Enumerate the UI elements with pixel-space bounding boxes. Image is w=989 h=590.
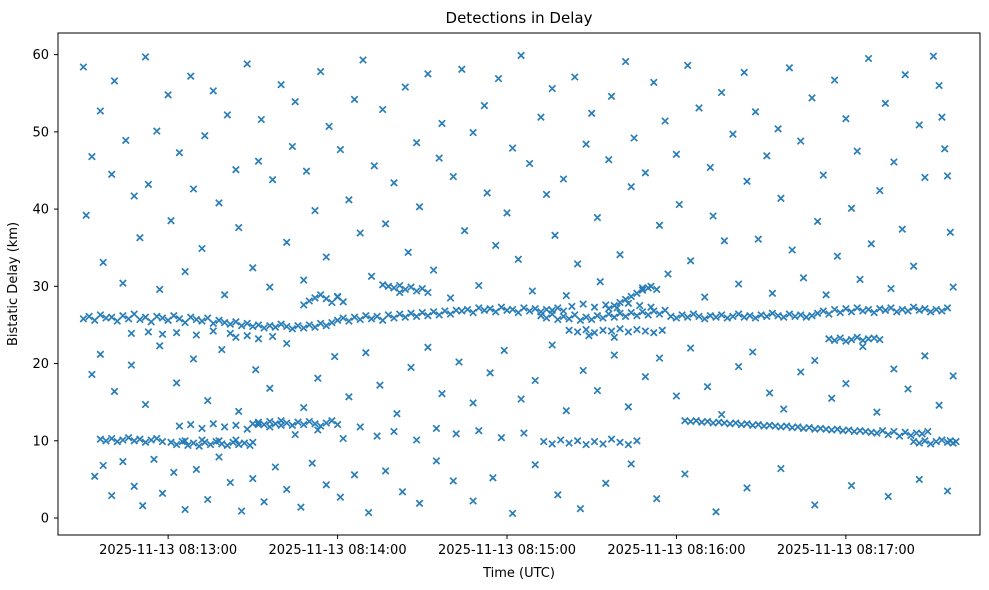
x-tick-label: 2025-11-13 08:14:00 — [269, 543, 407, 558]
y-tick-label: 0 — [41, 512, 49, 527]
y-tick-label: 10 — [32, 434, 49, 449]
x-tick-label: 2025-11-13 08:15:00 — [438, 543, 576, 558]
y-axis-label: Bistatic Delay (km) — [6, 222, 21, 346]
y-tick-label: 40 — [32, 203, 49, 218]
x-axis-ticks: 2025-11-13 08:13:00 2025-11-13 08:14:00 20… — [99, 535, 915, 558]
plot-area — [57, 32, 981, 536]
y-tick-label: 60 — [32, 48, 49, 63]
y-tick-label: 20 — [32, 357, 49, 372]
y-tick-label: 50 — [32, 125, 49, 140]
y-axis-ticks: 0 10 20 30 40 50 60 — [32, 48, 58, 527]
x-axis-label: Time (UTC) — [482, 566, 555, 581]
scatter-points — [79, 51, 960, 518]
chart-title: Detections in Delay — [446, 9, 593, 27]
x-tick-label: 2025-11-13 08:16:00 — [607, 543, 745, 558]
y-tick-label: 30 — [32, 280, 49, 295]
x-tick-label: 2025-11-13 08:13:00 — [99, 543, 237, 558]
x-tick-label: 2025-11-13 08:17:00 — [777, 543, 915, 558]
